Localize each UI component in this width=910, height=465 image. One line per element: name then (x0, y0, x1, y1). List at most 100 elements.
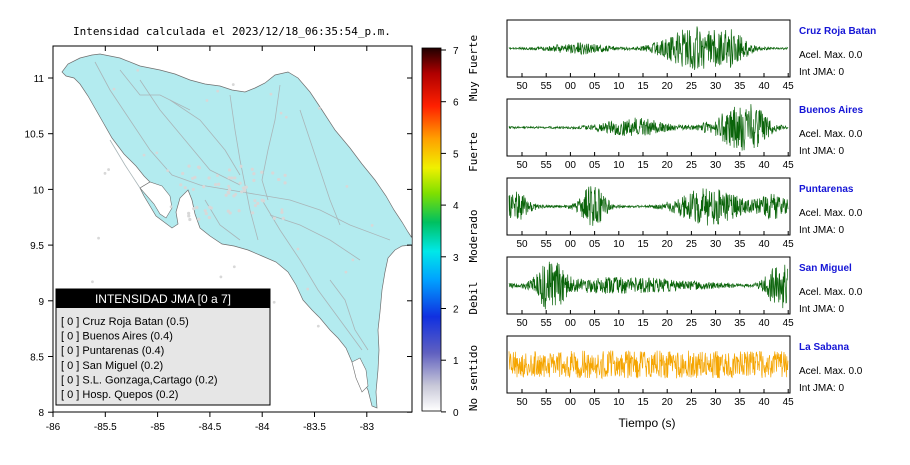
colorbar-label: No sentido (467, 345, 480, 411)
time-tick: 30 (710, 318, 722, 329)
waveform-station: 50 55 00 05 10 15 20 25 30 35 40 45 San Miguel Acel. … (506, 256, 863, 329)
colorbar-label: Debil (467, 281, 480, 314)
time-tick: 05 (589, 81, 601, 92)
map-x-tick: -83.5 (303, 422, 326, 433)
time-tick: 10 (613, 160, 625, 171)
waveform-trace (508, 261, 789, 310)
waveform-station: 50 55 00 05 10 15 20 25 30 35 40 45 Puntarenas Acel. … (506, 177, 863, 250)
waveform-station: 50 55 00 05 10 15 20 25 30 35 40 45 La Sabana Acel. M… (506, 335, 863, 408)
map-y-tick: 11 (34, 74, 45, 85)
map-y-tick: 8 (38, 408, 44, 419)
time-tick: 55 (541, 160, 553, 171)
time-tick: 10 (613, 318, 625, 329)
map-x-tick: -84 (255, 422, 270, 433)
map-title: Intensidad calculada el 2023/12/18_06:35… (73, 25, 391, 38)
time-tick: 05 (589, 397, 601, 408)
time-tick: 35 (734, 397, 746, 408)
station-jma: Int JMA: 0 (799, 67, 844, 78)
time-tick: 15 (637, 81, 649, 92)
time-tick: 20 (662, 397, 674, 408)
time-tick: 25 (686, 397, 698, 408)
intensity-colorbar: 7 6 5 4 3 2 1 0 Muy Fuerte Fuerte Moderado Debil No… (421, 35, 480, 419)
time-tick: 50 (516, 81, 528, 92)
time-tick: 35 (734, 239, 746, 250)
colorbar-tick: 1 (453, 356, 459, 367)
station-jma: Int JMA: 0 (799, 146, 844, 157)
legend-item: [ 0 ] Puntarenas (0.4) (61, 345, 164, 357)
time-tick: 00 (565, 160, 577, 171)
waveform-panel: 50 55 00 05 10 15 20 25 30 35 40 45 Cruz Roja Batan A… (490, 0, 910, 460)
map-y-tick: 9 (38, 297, 44, 308)
map-y-tick: 8.5 (30, 353, 44, 364)
intensity-legend: INTENSIDAD JMA [0 a 7] [ 0 ] Cruz Roja B… (55, 288, 271, 406)
time-tick: 00 (565, 81, 577, 92)
time-tick: 25 (686, 160, 698, 171)
colorbar-tick: 0 (453, 408, 459, 419)
map-x-tick: -83 (360, 422, 375, 433)
legend-title: INTENSIDAD JMA [0 a 7] (95, 292, 231, 306)
time-tick: 50 (516, 160, 528, 171)
time-tick: 15 (637, 160, 649, 171)
legend-item: [ 0 ] Hosp. Quepos (0.2) (61, 389, 178, 401)
colorbar-tick: 2 (453, 305, 459, 316)
time-tick: 10 (613, 81, 625, 92)
gulf-of-nicoya (139, 181, 173, 219)
station-jma: Int JMA: 0 (799, 383, 844, 394)
time-tick: 20 (662, 160, 674, 171)
station-name: Buenos Aires (799, 105, 864, 116)
colorbar-tick: 7 (453, 46, 459, 57)
time-tick: 25 (686, 81, 698, 92)
station-acel: Acel. Max. 0.0 (799, 366, 863, 377)
colorbar-tick: 4 (453, 201, 459, 212)
station-jma: Int JMA: 0 (799, 304, 844, 315)
time-tick: 40 (758, 81, 770, 92)
waveform-station: 50 55 00 05 10 15 20 25 30 35 40 45 Buenos Aires Acel… (506, 98, 864, 171)
colorbar-label: Muy Fuerte (467, 35, 480, 101)
time-tick: 05 (589, 160, 601, 171)
map-y-tick: 10 (33, 185, 45, 196)
time-tick: 25 (686, 318, 698, 329)
colorbar-gradient (421, 47, 442, 412)
time-tick: 00 (565, 318, 577, 329)
map-x-tick: -84.5 (199, 422, 222, 433)
time-tick: 25 (686, 239, 698, 250)
intensity-map-panel: Intensidad calculada el 2023/12/18_06:35… (25, 25, 480, 433)
colorbar-label: Moderado (467, 210, 480, 263)
time-tick: 10 (613, 239, 625, 250)
map-x-tick: -85.5 (94, 422, 117, 433)
map-x-tick: -85 (150, 422, 165, 433)
town-markers (91, 68, 374, 349)
colorbar-tick: 3 (453, 253, 459, 264)
time-tick: 35 (734, 81, 746, 92)
legend-item: [ 0 ] Cruz Roja Batan (0.5) (61, 316, 189, 328)
time-tick: 30 (710, 397, 722, 408)
time-tick: 40 (758, 397, 770, 408)
station-jma: Int JMA: 0 (799, 225, 844, 236)
time-tick: 45 (783, 318, 795, 329)
time-tick: 55 (541, 397, 553, 408)
time-tick: 20 (662, 239, 674, 250)
time-tick: 00 (565, 239, 577, 250)
intensity-map: Intensidad calculada el 2023/12/18_06:35… (25, 25, 480, 433)
waveform-trace (508, 26, 789, 70)
colorbar-tick: 5 (453, 149, 459, 160)
time-tick: 30 (710, 239, 722, 250)
waveform-trace (508, 104, 789, 151)
waveform-trace (508, 186, 789, 226)
station-name: San Miguel (799, 263, 852, 274)
time-tick: 40 (758, 318, 770, 329)
time-tick: 15 (637, 397, 649, 408)
station-name: La Sabana (799, 342, 849, 353)
time-tick: 35 (734, 160, 746, 171)
time-tick: 50 (516, 397, 528, 408)
time-tick: 30 (710, 81, 722, 92)
time-tick: 20 (662, 81, 674, 92)
time-tick: 45 (783, 239, 795, 250)
map-x-axis: -86 -85.5 -85 -84.5 -84 -83.5 -83 (46, 46, 375, 433)
legend-item: [ 0 ] San Miguel (0.2) (61, 360, 163, 372)
time-tick: 45 (783, 160, 795, 171)
map-y-tick: 10.5 (25, 130, 45, 141)
time-tick: 55 (541, 318, 553, 329)
station-acel: Acel. Max. 0.0 (799, 287, 863, 298)
time-tick: 40 (758, 239, 770, 250)
